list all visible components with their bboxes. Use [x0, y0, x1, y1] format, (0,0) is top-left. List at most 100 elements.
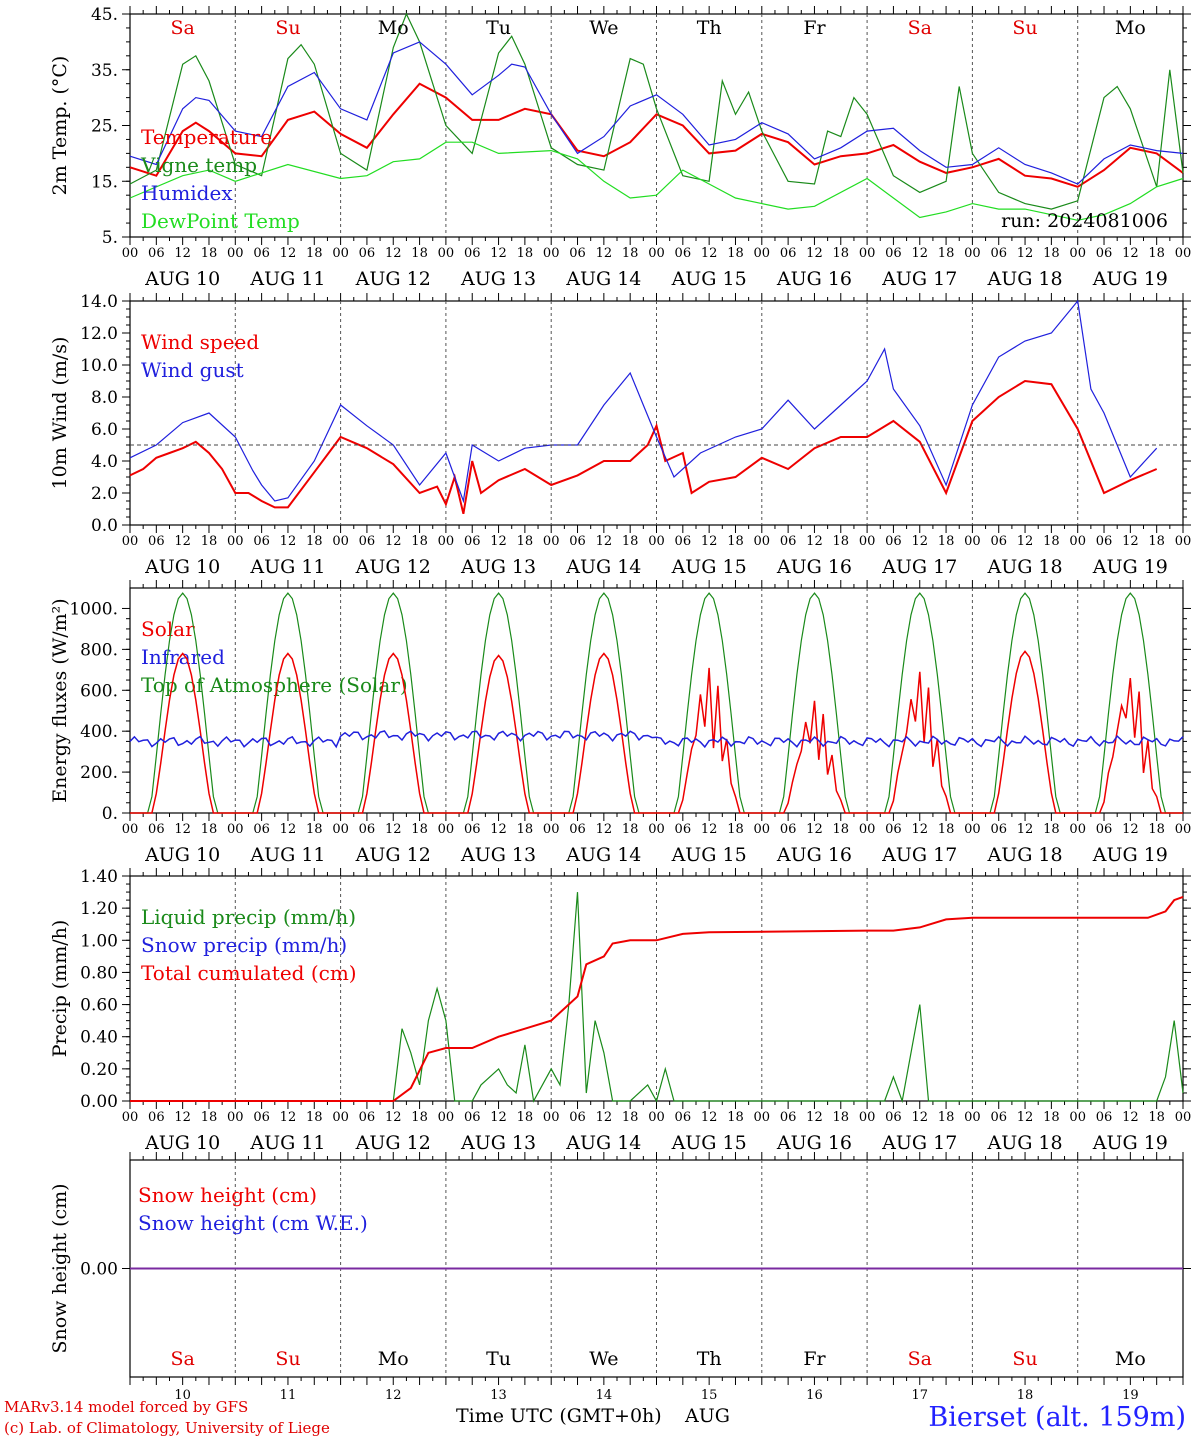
hour-tick-label: 12: [596, 822, 613, 837]
hour-tick-label: 00: [227, 246, 244, 261]
hour-tick-label: 12: [701, 1110, 718, 1125]
legend-entry: Snow precip (mm/h): [141, 933, 347, 957]
hour-tick-label: 06: [675, 822, 692, 837]
weekday-label: We: [589, 1348, 618, 1370]
weekday-label: Fr: [803, 17, 826, 39]
month-label: AUG: [685, 1405, 730, 1427]
hour-tick-label: 06: [990, 246, 1007, 261]
hour-tick-label: 18: [833, 1110, 850, 1125]
hour-tick-label: 06: [780, 246, 797, 261]
y-axis-title: Precip (mm/h): [49, 920, 71, 1058]
hour-tick-label: 12: [701, 246, 718, 261]
legend-entry: Vigne temp: [140, 153, 257, 177]
hour-tick-label: 18: [727, 246, 744, 261]
date-label: AUG 19: [1092, 556, 1168, 578]
y-tick-label: 45.: [91, 5, 118, 25]
hour-tick-label: 18: [622, 1110, 639, 1125]
day-number-label: 10: [174, 1388, 191, 1403]
date-label: AUG 13: [460, 1132, 536, 1154]
hour-tick-label: 06: [464, 534, 481, 549]
hour-tick-label: 00: [438, 534, 455, 549]
hour-tick-label: 00: [648, 822, 665, 837]
hour-tick-label: 06: [359, 1110, 376, 1125]
legend-entry: Snow height (cm): [138, 1183, 317, 1207]
hour-tick-label: 18: [201, 1110, 218, 1125]
date-label: AUG 10: [144, 844, 220, 866]
date-label: AUG 14: [565, 844, 641, 866]
y-axis-title: Energy fluxes (W/m²): [49, 598, 71, 802]
hour-tick-label: 18: [727, 1110, 744, 1125]
panel-5: 0.00 Snow height (cm) Snow height (cm) Snow…: [49, 1152, 1191, 1403]
date-label: AUG 13: [460, 268, 536, 290]
date-label: AUG 15: [671, 844, 747, 866]
hour-tick-label: 06: [885, 246, 902, 261]
y-axis-title: 2m Temp. (°C): [49, 56, 71, 196]
hour-tick-label: 12: [701, 822, 718, 837]
hour-tick-label: 12: [911, 822, 928, 837]
hour-tick-label: 18: [938, 822, 955, 837]
hour-tick-label: 06: [464, 246, 481, 261]
date-label: AUG 10: [144, 1132, 220, 1154]
hour-tick-label: 06: [148, 1110, 165, 1125]
hour-tick-label: 18: [1148, 246, 1165, 261]
hour-tick-label: 18: [622, 534, 639, 549]
hour-tick-label: 18: [201, 246, 218, 261]
date-label: AUG 18: [986, 556, 1062, 578]
hour-tick-label: 12: [385, 534, 402, 549]
date-label: AUG 14: [565, 1132, 641, 1154]
hour-tick-label: 00: [122, 1110, 139, 1125]
time-axis-label: Time UTC (GMT+0h): [456, 1405, 662, 1427]
date-label: AUG 12: [355, 844, 431, 866]
hour-tick-label: 18: [727, 534, 744, 549]
weekday-label: Mo: [1115, 17, 1146, 39]
hour-tick-label: 12: [1122, 246, 1139, 261]
hour-tick-label: 00: [859, 534, 876, 549]
hour-tick-label: 18: [306, 1110, 323, 1125]
hour-tick-label: 00: [648, 246, 665, 261]
hour-tick-label: 18: [517, 1110, 534, 1125]
hour-tick-label: 06: [253, 1110, 270, 1125]
plot-frame: [129, 300, 1184, 526]
hour-tick-label: 12: [174, 822, 191, 837]
hour-tick-label: 06: [569, 246, 586, 261]
hour-tick-label: 12: [1017, 246, 1034, 261]
weekday-label: Sa: [170, 17, 194, 39]
weekday-label: Su: [1012, 1348, 1037, 1370]
date-label: AUG 12: [355, 1132, 431, 1154]
y-tick-label: 14.0: [80, 292, 118, 312]
legend-entry: Top of Atmosphere (Solar): [141, 673, 408, 697]
hour-tick-label: 18: [306, 822, 323, 837]
hour-tick-label: 00: [648, 1110, 665, 1125]
panel-1: 5. 15. 25. 35. 45. 00 06 12 18 00 06 12 18 00 06 12 18 00…: [49, 5, 1191, 290]
date-label: AUG 15: [671, 268, 747, 290]
day-number-label: 16: [806, 1388, 823, 1403]
hour-tick-label: 06: [780, 1110, 797, 1125]
hour-tick-label: 06: [885, 1110, 902, 1125]
legend-entry: DewPoint Temp: [141, 209, 300, 233]
date-label: AUG 18: [986, 1132, 1062, 1154]
y-tick-label: 0.0: [91, 516, 118, 536]
hour-tick-label: 06: [569, 1110, 586, 1125]
hour-tick-label: 18: [622, 246, 639, 261]
hour-tick-label: 12: [596, 246, 613, 261]
hour-tick-label: 18: [833, 246, 850, 261]
hour-tick-label: 00: [1175, 534, 1192, 549]
hour-tick-label: 12: [490, 246, 507, 261]
day-number-label: 14: [596, 1388, 613, 1403]
hour-tick-label: 18: [1148, 1110, 1165, 1125]
hour-tick-label: 00: [543, 822, 560, 837]
run-label: run: 2024081006: [1001, 210, 1168, 232]
hour-tick-label: 06: [569, 822, 586, 837]
hour-tick-label: 12: [174, 1110, 191, 1125]
hour-tick-label: 18: [727, 822, 744, 837]
series-line: [129, 730, 1184, 749]
weekday-label: We: [589, 17, 618, 39]
hour-tick-label: 06: [359, 534, 376, 549]
day-number-label: 17: [911, 1388, 928, 1403]
hour-tick-label: 00: [227, 1110, 244, 1125]
hour-tick-label: 18: [1043, 246, 1060, 261]
day-number-label: 18: [1017, 1388, 1034, 1403]
hour-tick-label: 06: [1096, 246, 1113, 261]
date-label: AUG 18: [986, 844, 1062, 866]
series-line: [129, 379, 1158, 515]
